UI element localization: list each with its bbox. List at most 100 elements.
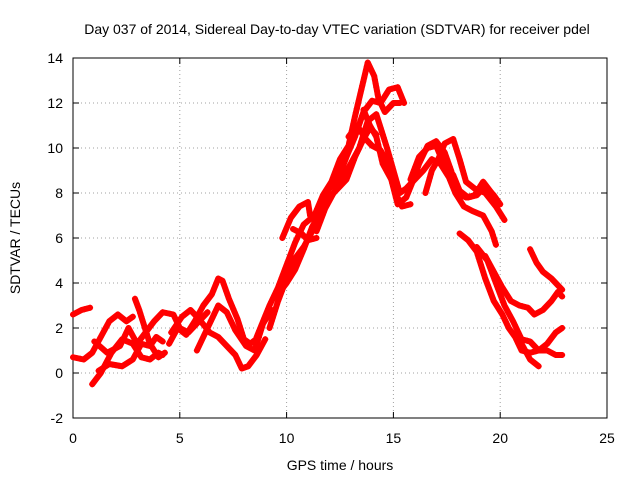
data-point-marker: [351, 133, 358, 140]
data-point-marker: [354, 101, 361, 108]
data-point-marker: [381, 138, 388, 145]
data-point-marker: [253, 352, 260, 358]
data-point-marker: [262, 336, 269, 343]
data-point-marker: [359, 82, 366, 89]
data-point-marker: [139, 317, 146, 324]
data-point-marker: [409, 170, 416, 177]
data-point-marker: [172, 323, 179, 330]
data-point-marker: [490, 298, 497, 304]
data-point-marker: [210, 312, 217, 319]
data-point-marker: [161, 349, 168, 356]
data-point-marker: [513, 325, 520, 332]
data-point-marker: [319, 212, 326, 219]
data-point-marker: [379, 96, 386, 103]
data-point-marker: [559, 352, 566, 358]
data-point-marker: [394, 84, 401, 91]
data-point-marker: [307, 236, 314, 243]
data-point-marker: [270, 311, 277, 318]
data-point-marker: [369, 97, 376, 104]
x-tick-label: 15: [386, 430, 402, 446]
data-point-marker: [225, 312, 232, 319]
y-tick-label: 12: [47, 95, 63, 111]
data-point-marker: [371, 98, 378, 105]
data-point-marker: [340, 173, 347, 180]
data-point-marker: [142, 327, 149, 334]
data-point-marker: [319, 195, 326, 202]
data-point-marker: [232, 352, 239, 358]
data-point-marker: [486, 225, 493, 232]
data-point-marker: [228, 320, 235, 327]
data-point-marker: [351, 117, 358, 124]
data-point-marker: [286, 218, 293, 225]
data-point-marker: [430, 143, 437, 150]
data-point-marker: [285, 276, 292, 283]
data-point-marker: [320, 208, 327, 215]
series-track-4: [95, 334, 166, 374]
data-point-marker: [481, 272, 488, 279]
data-point-marker: [376, 149, 383, 156]
data-point-marker: [403, 194, 410, 201]
data-point-marker: [559, 325, 566, 331]
data-point-marker: [524, 337, 531, 344]
data-point-marker: [253, 340, 260, 347]
data-point-marker: [328, 193, 335, 200]
data-point-marker: [228, 302, 235, 309]
data-point-marker: [307, 212, 314, 219]
data-point-marker: [422, 190, 429, 196]
data-point-marker: [391, 190, 398, 197]
data-point-marker: [469, 208, 476, 214]
data-point-marker: [289, 245, 296, 252]
data-point-marker: [388, 176, 395, 183]
data-point-marker: [497, 201, 504, 208]
data-point-marker: [296, 256, 303, 263]
data-point-marker: [437, 149, 444, 156]
data-point-marker: [131, 353, 138, 360]
data-point-marker: [490, 268, 497, 275]
data-point-marker: [489, 294, 496, 301]
data-point-marker: [521, 337, 528, 343]
data-point-marker: [339, 163, 346, 170]
data-point-marker: [334, 183, 341, 190]
data-point-marker: [475, 255, 482, 262]
data-point-marker: [170, 326, 177, 333]
data-point-marker: [436, 153, 443, 160]
data-point-marker: [483, 278, 490, 285]
data-point-marker: [330, 172, 337, 179]
data-point-marker: [133, 298, 140, 305]
data-point-marker: [496, 289, 503, 296]
data-point-marker: [153, 334, 160, 340]
data-point-marker: [452, 178, 459, 185]
y-tick-label: 8: [55, 185, 63, 201]
data-point-marker: [456, 196, 463, 203]
data-point-marker: [235, 358, 242, 365]
data-point-marker: [413, 160, 420, 167]
data-point-marker: [293, 235, 300, 242]
data-point-marker: [400, 187, 407, 194]
data-point-marker: [223, 288, 230, 295]
data-point-marker: [376, 145, 383, 152]
data-point-marker: [504, 308, 511, 315]
data-point-marker: [231, 309, 238, 316]
data-point-marker: [122, 332, 129, 339]
data-point-marker: [367, 66, 374, 73]
data-point-marker: [101, 327, 108, 334]
data-point-marker: [450, 172, 457, 178]
series-track-15: [313, 111, 499, 248]
data-point-marker: [273, 301, 280, 308]
data-point-marker: [266, 302, 273, 309]
data-point-marker: [290, 269, 297, 276]
data-point-marker: [236, 322, 243, 329]
data-point-marker: [337, 156, 343, 163]
series-track-line: [266, 84, 408, 331]
series-track-6: [131, 295, 168, 361]
x-tick-labels: 0 5 10 15 20 25: [69, 430, 615, 446]
data-point-marker: [234, 316, 241, 322]
data-point-marker: [346, 147, 353, 154]
data-point-marker: [78, 307, 85, 313]
data-point-marker: [340, 160, 347, 167]
data-point-marker: [220, 281, 227, 288]
data-point-marker: [285, 221, 292, 228]
data-point-marker: [374, 88, 381, 94]
data-point-marker: [203, 328, 210, 335]
data-point-marker: [501, 217, 508, 223]
